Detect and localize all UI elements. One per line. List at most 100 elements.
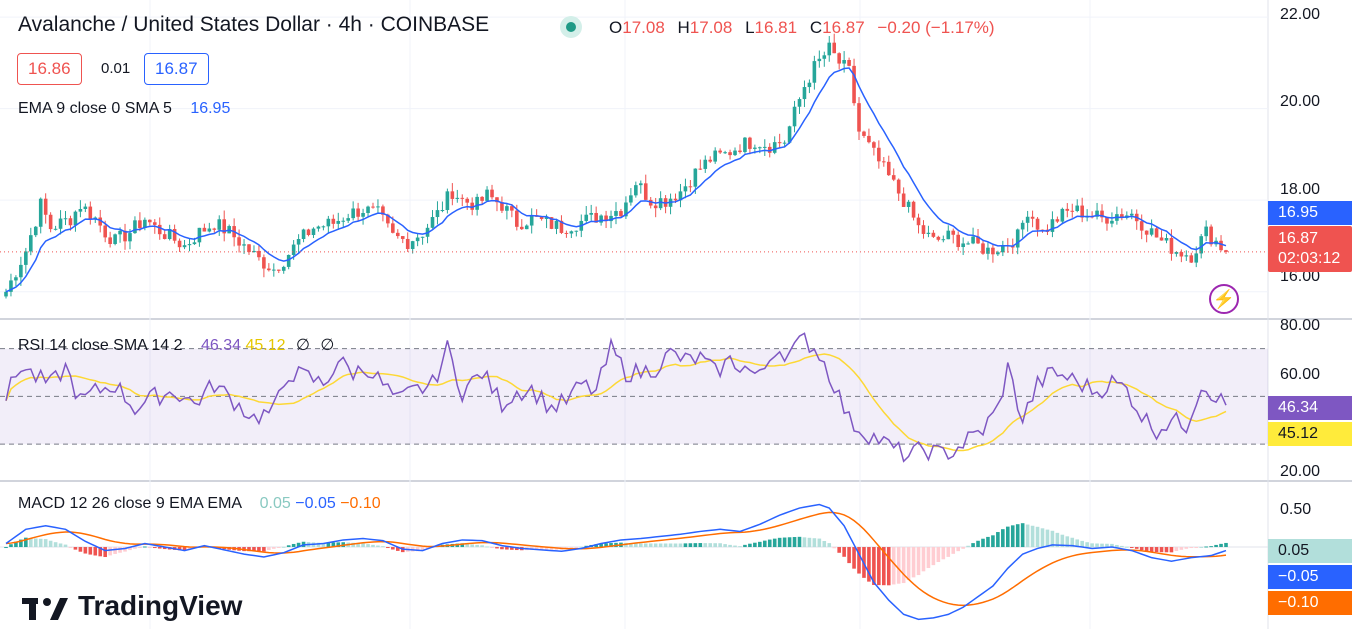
candle-body: [708, 159, 713, 162]
candle-body: [143, 219, 147, 229]
candle-body: [217, 219, 222, 230]
macd-histogram-bar: [1115, 544, 1119, 548]
symbol-title[interactable]: Avalanche / United States Dollar · 4h · …: [18, 13, 490, 36]
candle-body: [872, 142, 876, 148]
macd-histogram-bar: [460, 543, 465, 548]
candle-body: [797, 99, 802, 107]
rsi-legend[interactable]: RSI 14 close SMA 14 2 46.34 45.12 ∅ ∅: [18, 335, 334, 355]
macd-histogram-bar: [693, 543, 698, 548]
macd-histogram-bar: [267, 547, 271, 550]
buy-button[interactable]: 16.87: [144, 53, 209, 85]
macd-histogram-bar: [812, 538, 817, 548]
candle-body: [415, 237, 420, 242]
candle-body: [549, 217, 554, 229]
macd-histogram-bar: [1065, 536, 1070, 548]
macd-histogram-bar: [495, 547, 499, 549]
macd-histogram-bar: [882, 547, 886, 586]
candle-body: [931, 232, 936, 237]
candle-body: [410, 241, 415, 249]
candle-body: [321, 226, 326, 228]
macd-histogram-bar: [941, 547, 946, 560]
candle-body: [1050, 219, 1055, 232]
macd-histogram-bar: [956, 547, 960, 552]
macd-histogram-bar: [366, 544, 370, 548]
macd-histogram-bar: [510, 547, 514, 550]
macd-histogram-bar: [98, 547, 103, 557]
candle-body: [202, 227, 207, 232]
macd-histogram-bar: [886, 547, 891, 586]
candle-body: [128, 233, 132, 242]
candle-body: [63, 218, 68, 220]
macd-histogram-bar: [4, 547, 8, 549]
macd-histogram-bar: [1105, 543, 1109, 548]
market-status-icon[interactable]: [560, 16, 582, 38]
candle-body: [53, 228, 58, 230]
macd-legend[interactable]: MACD 12 26 close 9 EMA EMA 0.05 −0.05 −0…: [18, 495, 381, 513]
macd-histogram-bar: [891, 547, 896, 585]
macd-histogram-bar: [1174, 547, 1179, 552]
macd-histogram-bar: [713, 543, 717, 548]
candle-body: [956, 234, 960, 248]
candle-body: [1035, 218, 1040, 230]
macd-histogram-bar: [1154, 547, 1159, 553]
candle-body: [490, 189, 494, 198]
macd-histogram-bar: [1050, 530, 1055, 548]
macd-histogram-bar: [1179, 547, 1184, 550]
candle-body: [926, 232, 931, 234]
tradingview-logo-text[interactable]: TradingView: [78, 590, 243, 621]
macd-histogram-bar: [356, 543, 360, 548]
macd-histogram-bar: [386, 547, 390, 549]
macd-histogram-bar: [187, 547, 192, 550]
macd-histogram-bar: [291, 543, 296, 548]
candle-body: [584, 214, 589, 221]
candle-body: [1209, 226, 1213, 245]
macd-histogram-bar: [981, 538, 985, 548]
sell-button[interactable]: 16.86: [17, 53, 82, 85]
candle-body: [713, 150, 717, 162]
candle-body: [524, 225, 529, 230]
macd-histogram-bar: [653, 543, 658, 548]
candle-body: [182, 245, 187, 248]
candle-body: [311, 228, 316, 236]
candle-body: [936, 236, 941, 240]
candle-body: [98, 217, 103, 226]
candle-body: [1075, 205, 1080, 212]
macd-histogram-bar: [321, 542, 326, 548]
candle-body: [594, 212, 598, 223]
macd-histogram-bar: [986, 536, 990, 548]
macd-histogram-bar: [857, 547, 861, 574]
candle-body: [222, 219, 227, 234]
macd-histogram-bar: [336, 542, 341, 548]
candle-body: [162, 234, 167, 240]
macd-histogram-bar: [470, 544, 474, 548]
candle-body: [316, 226, 321, 229]
macd-histogram-bar: [505, 547, 509, 550]
candle-body: [837, 53, 841, 64]
candle-body: [862, 131, 866, 136]
rsi-extra-1: ∅: [295, 337, 310, 354]
macd-histogram-bar: [663, 543, 668, 548]
candle-body: [103, 225, 107, 238]
macd-histogram-bar: [842, 547, 846, 557]
macd-histogram-bar: [549, 547, 554, 550]
candle-body: [465, 198, 470, 203]
candle-body: [1030, 216, 1035, 219]
ema-legend[interactable]: EMA 9 close 0 SMA 5 16.95: [18, 100, 230, 118]
macd-histogram-bar: [1194, 547, 1199, 549]
candle-body: [197, 227, 202, 243]
lightning-icon[interactable]: ⚡: [1209, 284, 1239, 314]
macd-histogram-bar: [743, 544, 747, 548]
candle-body: [1159, 237, 1164, 241]
candle-body: [192, 242, 197, 245]
macd-histogram-bar: [1075, 539, 1080, 548]
macd-histogram-bar: [748, 543, 752, 548]
macd-histogram-bar: [668, 543, 673, 548]
candle-body: [38, 198, 43, 227]
macd-histogram-bar: [822, 540, 827, 548]
candle-body: [306, 229, 311, 236]
candle-body: [1199, 236, 1204, 254]
candle-body: [614, 211, 618, 216]
candle-body: [1015, 229, 1020, 248]
macd-histogram-bar: [475, 544, 479, 548]
